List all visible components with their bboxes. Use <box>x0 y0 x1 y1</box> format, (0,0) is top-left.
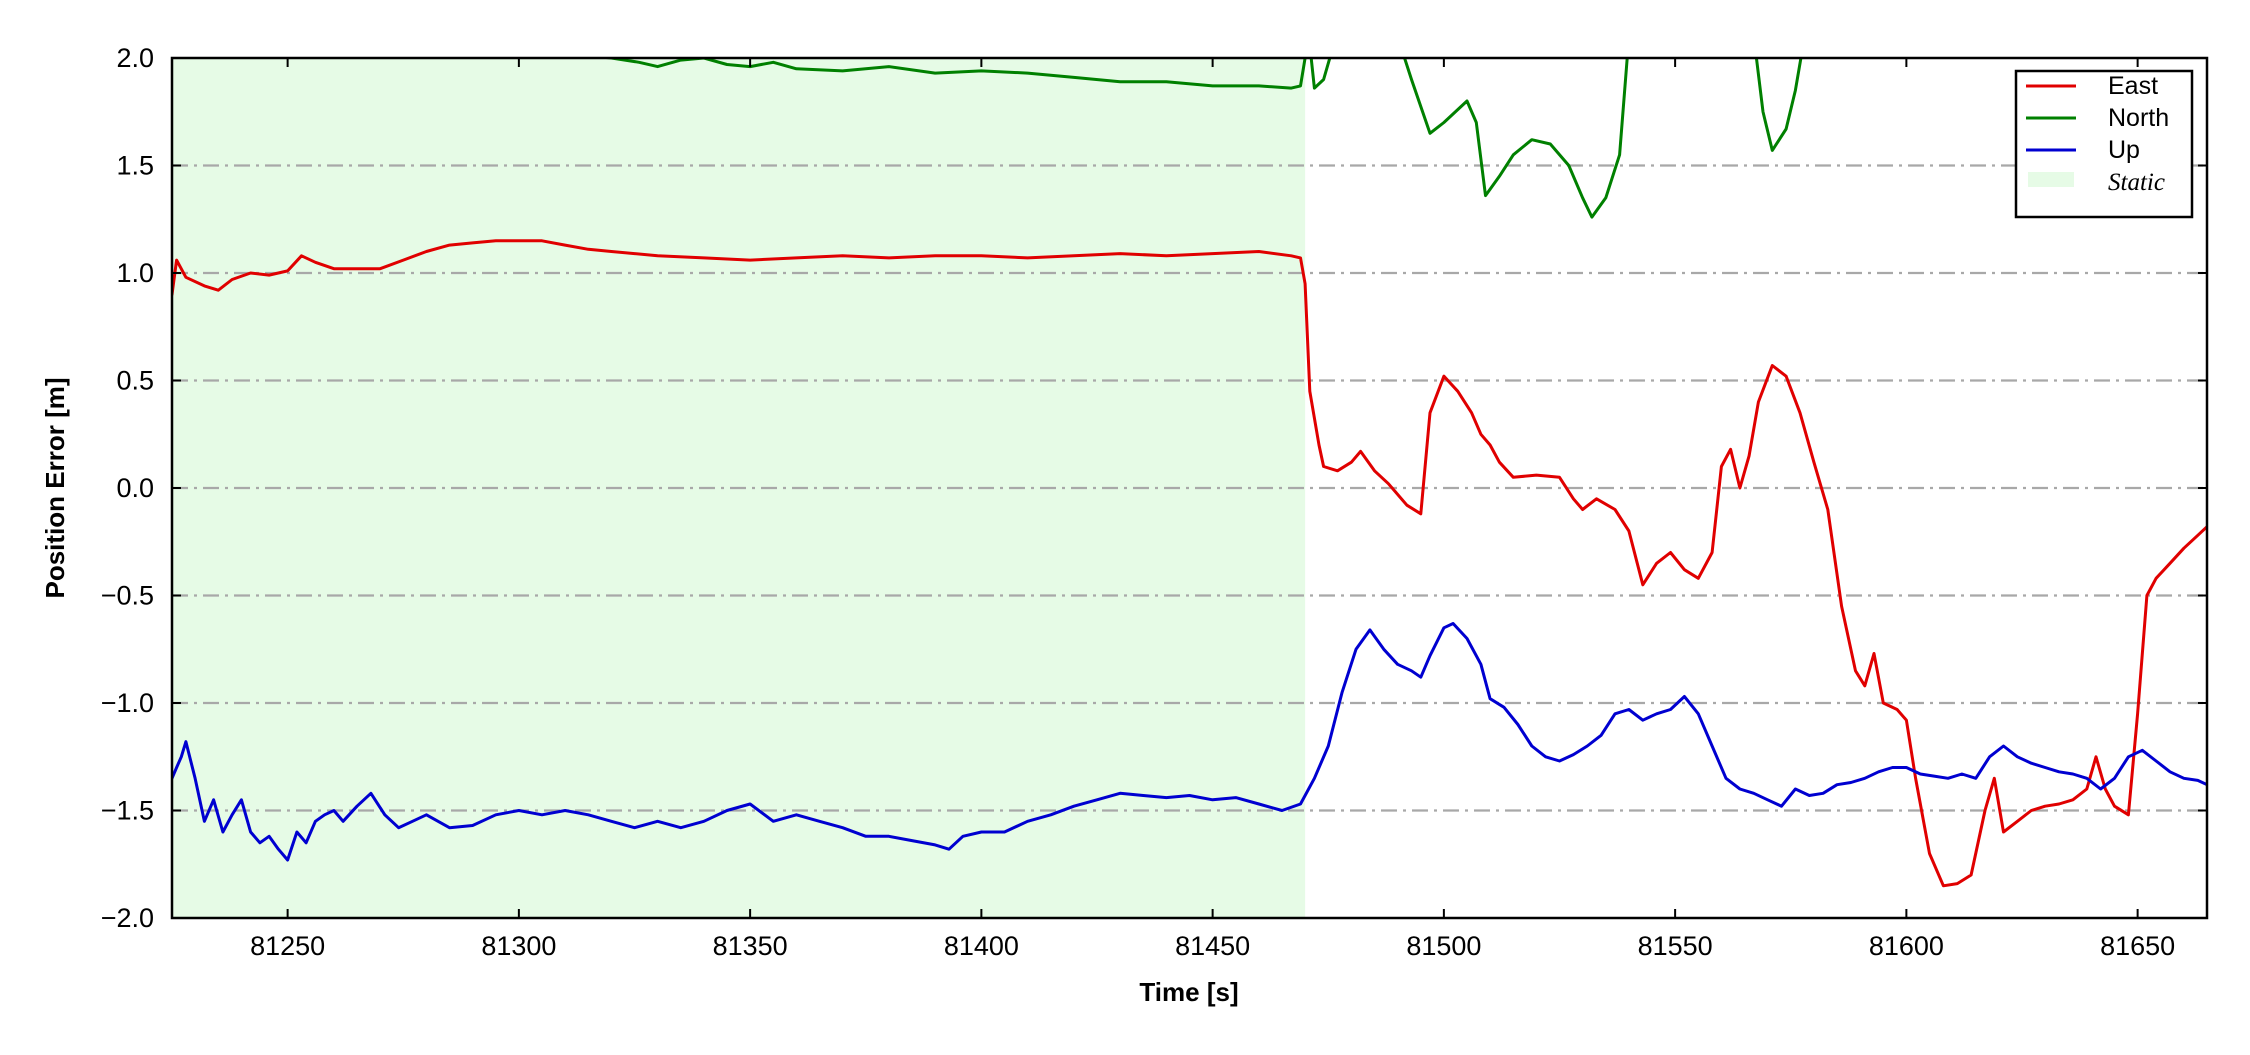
y-tick-label: 1.5 <box>116 151 154 181</box>
series-line-up <box>172 622 2207 862</box>
x-tick-label: 81600 <box>1869 931 1944 961</box>
x-tick-label: 81400 <box>944 931 1019 961</box>
y-tick-label: 1.0 <box>116 258 154 288</box>
y-tick-label: −1.5 <box>101 796 154 826</box>
x-tick-label: 81350 <box>713 931 788 961</box>
y-tick-label: 0.0 <box>116 473 154 503</box>
x-tick-label: 81550 <box>1638 931 1713 961</box>
y-axis-title: Position Error [m] <box>40 377 70 598</box>
legend-label-north: North <box>2108 104 2169 132</box>
x-tick-label: 81450 <box>1175 931 1250 961</box>
x-tick-label: 81650 <box>2100 931 2175 961</box>
y-tick-label: −2.0 <box>101 903 154 933</box>
y-tick-label: −1.0 <box>101 688 154 718</box>
legend-label-static: Static <box>2108 169 2165 196</box>
legend: East North Up Static <box>2014 69 2194 219</box>
series-line-east <box>172 239 2207 888</box>
y-tick-label: 0.5 <box>116 366 154 396</box>
y-tick-label: 2.0 <box>116 43 154 73</box>
x-axis-title: Time [s] <box>1139 977 1238 1007</box>
legend-label-up: Up <box>2108 136 2140 164</box>
x-tick-label: 81300 <box>481 931 556 961</box>
y-tick-label: −0.5 <box>101 581 154 611</box>
x-tick-label: 81250 <box>250 931 325 961</box>
legend-swatch-static <box>2028 172 2074 187</box>
legend-label-east: East <box>2108 72 2158 100</box>
x-tick-label: 81500 <box>1406 931 1481 961</box>
series-line-north <box>595 58 1803 219</box>
legend-box <box>2014 69 2194 219</box>
